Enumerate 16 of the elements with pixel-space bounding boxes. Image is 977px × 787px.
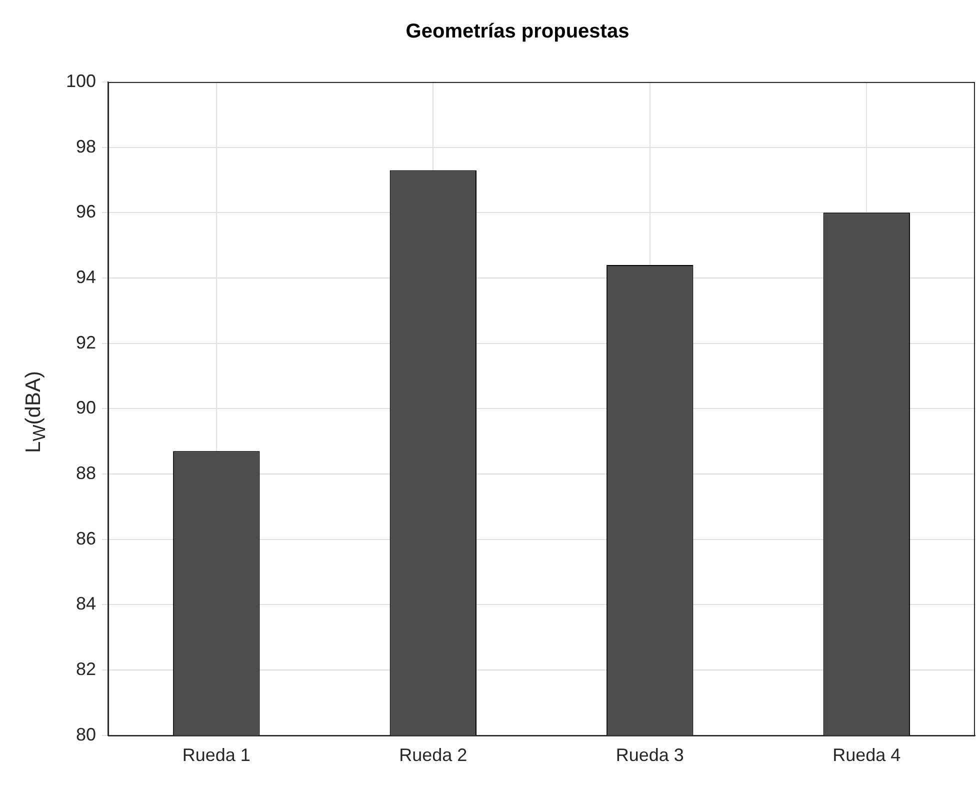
y-tick-label: 92 <box>76 332 96 352</box>
y-tick-label: 90 <box>76 398 96 418</box>
y-tick-label: 88 <box>76 463 96 484</box>
y-tick-label: 98 <box>76 136 96 156</box>
x-tick-label: Rueda 4 <box>832 745 901 766</box>
y-tick-label: 100 <box>66 70 96 91</box>
x-tick-label: Rueda 2 <box>399 745 468 766</box>
y-tick-label: 86 <box>76 528 96 548</box>
y-tick-label: 94 <box>76 266 96 287</box>
x-tick-label: Rueda 3 <box>616 745 684 766</box>
x-tick-label: Rueda 1 <box>182 745 250 766</box>
y-tick-label: 82 <box>76 659 96 680</box>
chart-title: Geometrías propuestas <box>406 20 630 43</box>
y-tick-label: 96 <box>76 202 96 222</box>
y-tick-label: 80 <box>76 724 96 744</box>
y-tick-label: 84 <box>76 594 96 614</box>
